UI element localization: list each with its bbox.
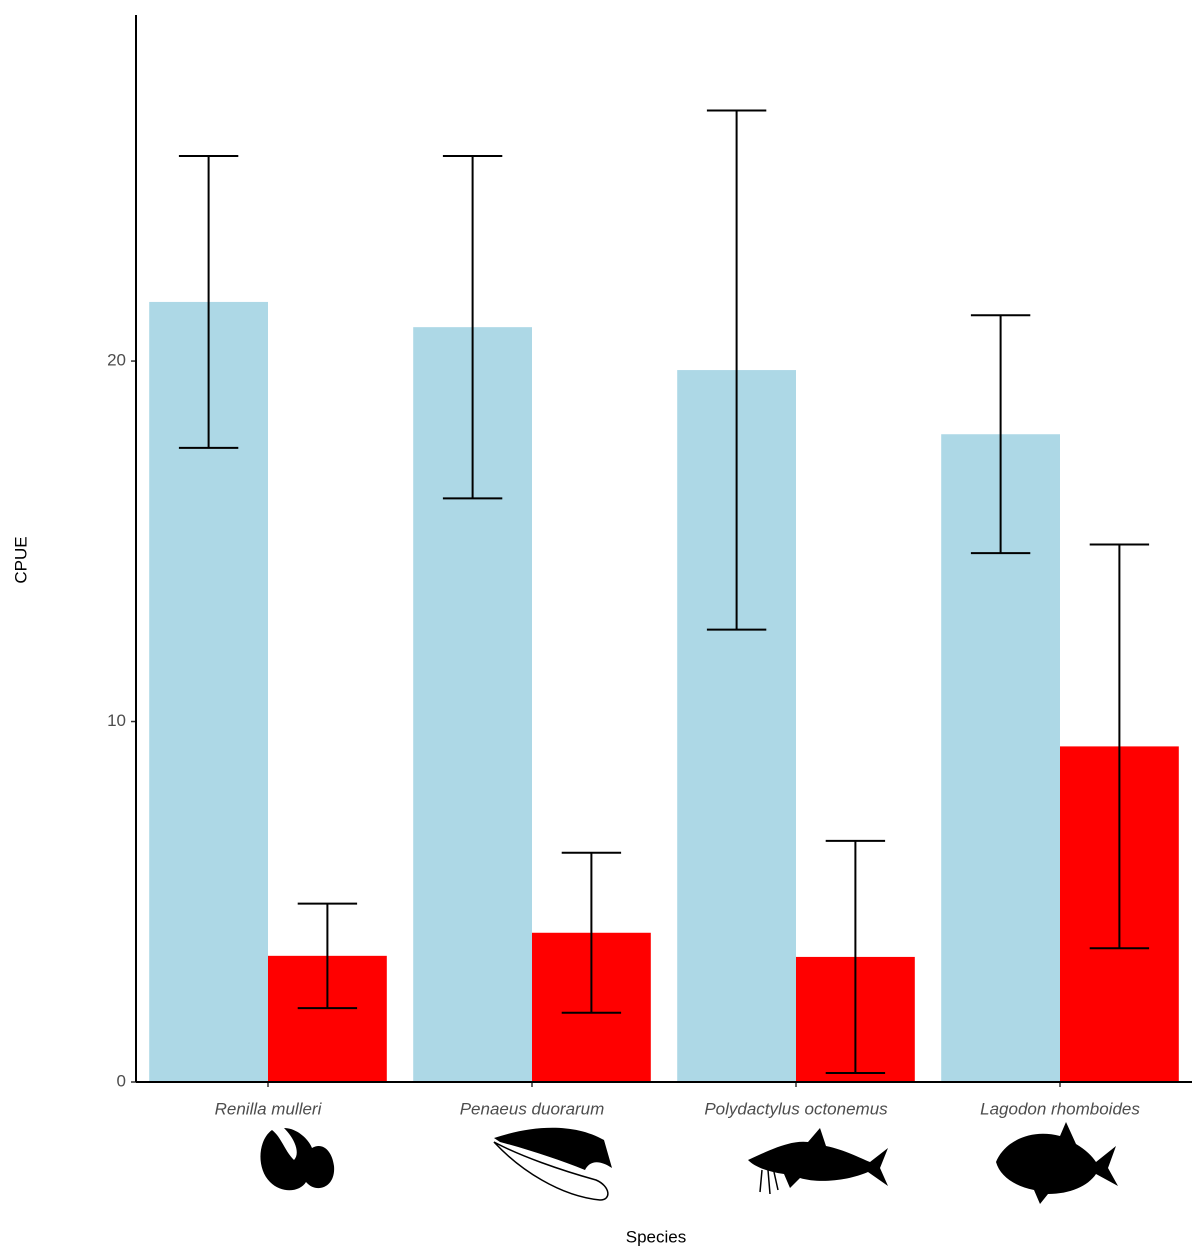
y-axis-label: CPUE [11,536,30,583]
shrimp-icon [494,1128,612,1170]
silhouettes [260,1122,1118,1204]
x-tick-label: Polydactylus octonemus [704,1099,888,1118]
x-tick-label: Lagodon rhomboides [980,1099,1140,1118]
coral-icon [260,1128,334,1190]
x-axis-label: Species [626,1227,686,1246]
y-tick-label: 0 [117,1071,126,1090]
pinfish-icon [996,1122,1118,1204]
threadfin-rays [760,1170,778,1194]
chart: CPUE Species 0 10 20 Renilla mulleri Penaeus… [0,0,1192,1251]
x-tick-label: Penaeus duorarum [460,1099,605,1118]
y-tick-label: 10 [107,711,126,730]
x-tick-label: Renilla mulleri [215,1099,323,1118]
y-tick-label: 20 [107,351,126,370]
